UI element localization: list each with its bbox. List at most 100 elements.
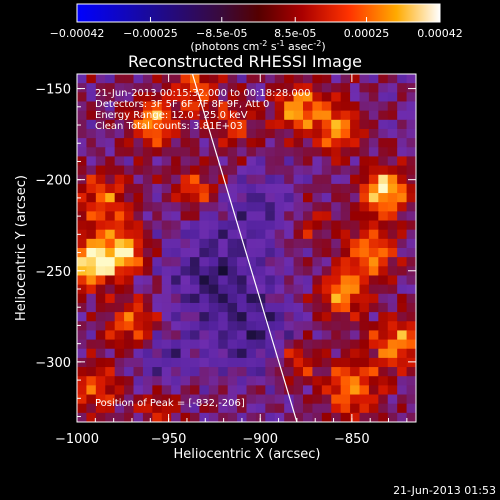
heatmap-cell [397, 202, 408, 212]
heatmap-cell [190, 229, 201, 240]
heatmap-cell [180, 293, 191, 304]
heatmap-cell [95, 229, 106, 240]
heatmap-cell [378, 165, 389, 176]
heatmap-cell [180, 220, 191, 231]
heatmap-cell [237, 367, 248, 377]
heatmap-cell [368, 138, 379, 148]
heatmap-cell [152, 110, 163, 121]
heatmap-cell [331, 202, 342, 212]
y-tick-label: −250 [35, 265, 71, 280]
heatmap-cell [312, 266, 323, 277]
heatmap-cell [180, 367, 191, 377]
heatmap-cell [406, 147, 416, 158]
heatmap-cell [406, 367, 416, 377]
heatmap-cell [284, 202, 295, 212]
heatmap-cell [321, 193, 332, 203]
heatmap-cell [199, 321, 210, 332]
heatmap-cell [133, 275, 144, 286]
heatmap-cell [340, 376, 351, 386]
heatmap-cell [340, 275, 351, 286]
heatmap-cell [368, 110, 379, 121]
heatmap-cell [218, 339, 229, 350]
heatmap-cell [161, 321, 172, 332]
heatmap-cell [321, 238, 332, 249]
heatmap-cell [331, 92, 342, 103]
heatmap-cell [86, 83, 97, 93]
heatmap-cell [152, 229, 163, 240]
heatmap-cell [190, 348, 201, 359]
heatmap-cell [86, 238, 97, 249]
heatmap-cell [152, 202, 163, 212]
heatmap-cell [350, 321, 361, 332]
heatmap-cell [255, 367, 266, 377]
heatmap-cell [331, 138, 342, 148]
heatmap-cell [218, 211, 229, 222]
heatmap-cell [95, 376, 106, 386]
heatmap-cell [397, 394, 408, 405]
heatmap-cell [406, 403, 416, 414]
heatmap-cell [274, 128, 285, 139]
heatmap-cell [340, 403, 351, 414]
heatmap-cell [274, 156, 285, 167]
heatmap-cell [133, 101, 144, 112]
heatmap-cell [114, 275, 125, 286]
heatmap-cell [237, 193, 248, 203]
heatmap-cell [171, 284, 182, 295]
heatmap-cell [86, 275, 97, 286]
heatmap-cell [397, 257, 408, 267]
heatmap-cell [359, 193, 370, 203]
heatmap-cell [114, 174, 125, 185]
heatmap-cell [284, 119, 295, 130]
heatmap-cell [124, 183, 135, 194]
heatmap-cell [293, 74, 304, 84]
heatmap-cell [86, 367, 97, 377]
heatmap-cell [199, 348, 210, 359]
heatmap-cell [387, 321, 398, 332]
heatmap-cell [133, 156, 144, 167]
heatmap-cell [86, 165, 97, 176]
heatmap-cell [77, 312, 88, 322]
heatmap-cell [208, 83, 219, 93]
heatmap-cell [303, 330, 314, 341]
heatmap-cell [114, 339, 125, 350]
heatmap-cell [114, 330, 125, 341]
heatmap-cell [406, 275, 416, 286]
heatmap-cell [227, 367, 238, 377]
heatmap-cell [397, 74, 408, 84]
heatmap-cell [77, 119, 88, 130]
heatmap-cell [293, 138, 304, 148]
heatmap-cell [227, 385, 238, 396]
heatmap-cell [293, 101, 304, 112]
heatmap-cell [293, 92, 304, 103]
heatmap-cell [387, 110, 398, 121]
heatmap-cell [227, 312, 238, 322]
x-tick-label: −950 [151, 432, 187, 447]
heatmap-cell [180, 376, 191, 386]
heatmap-cell [190, 376, 201, 386]
heatmap-cell [227, 193, 238, 203]
heatmap-cell [190, 128, 201, 139]
heatmap-cell [378, 101, 389, 112]
heatmap-cell [152, 266, 163, 277]
heatmap-cell [274, 220, 285, 231]
heatmap-cell [274, 211, 285, 222]
heatmap-cell [86, 202, 97, 212]
heatmap-cell [86, 266, 97, 277]
heatmap-cell [312, 202, 323, 212]
heatmap-cell [378, 238, 389, 249]
heatmap-cell [312, 211, 323, 222]
heatmap-cell [246, 312, 257, 322]
heatmap-cell [284, 92, 295, 103]
heatmap-cell [331, 238, 342, 249]
heatmap-cell [265, 266, 276, 277]
heatmap-cell [133, 394, 144, 405]
heatmap-cell [246, 248, 257, 258]
heatmap-cell [124, 211, 135, 222]
heatmap-cell [397, 101, 408, 112]
heatmap-cell [142, 394, 153, 405]
heatmap-cell [208, 385, 219, 396]
heatmap-cell [387, 284, 398, 295]
heatmap-cell [368, 147, 379, 158]
heatmap-cell [227, 174, 238, 185]
heatmap-cell [246, 119, 257, 130]
